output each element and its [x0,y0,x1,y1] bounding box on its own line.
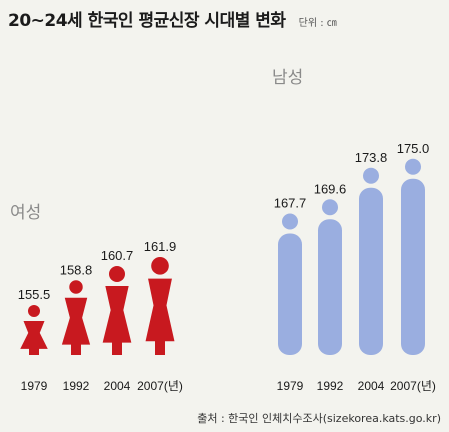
male-category-label-1: 1992 [317,379,344,393]
male-figure-3 [401,158,425,355]
male-figure-1 [318,199,342,355]
male-category-label-3: 2007(년) [390,379,436,393]
male-category-label-2: 2004 [358,379,385,393]
male-figure-0 [278,213,302,355]
series-label-female: 여성 [10,203,41,223]
male-value-label-3: 175.0 [397,141,430,156]
female-category-label-0: 1979 [21,379,48,393]
female-value-label-3: 161.9 [144,239,177,254]
male-value-label-0: 167.7 [274,196,307,211]
series-label-male: 남성 [272,68,303,88]
female-figure-1 [61,280,91,355]
title-row: 20~24세 한국인 평균신장 시대별 변화 단위 : ㎝ [8,6,337,31]
female-figure-3 [145,257,175,355]
male-figure-2 [359,167,383,355]
female-category-label-2: 2004 [104,379,131,393]
male-value-label-2: 173.8 [355,150,388,165]
female-value-label-0: 155.5 [18,287,51,302]
female-value-label-2: 160.7 [101,248,134,263]
female-figure-0 [20,305,48,355]
unit-label: 단위 : ㎝ [298,18,337,29]
female-figure-2 [102,266,132,355]
female-category-label-1: 1992 [63,379,90,393]
female-category-label-3: 2007(년) [137,379,183,393]
source-note: 출처 : 한국인 인체치수조사(sizekorea.kats.go.kr) [197,412,441,425]
male-category-label-0: 1979 [277,379,304,393]
female-value-label-1: 158.8 [60,262,93,277]
chart-title: 20~24세 한국인 평균신장 시대별 변화 [8,11,286,31]
male-value-label-1: 169.6 [314,181,347,196]
